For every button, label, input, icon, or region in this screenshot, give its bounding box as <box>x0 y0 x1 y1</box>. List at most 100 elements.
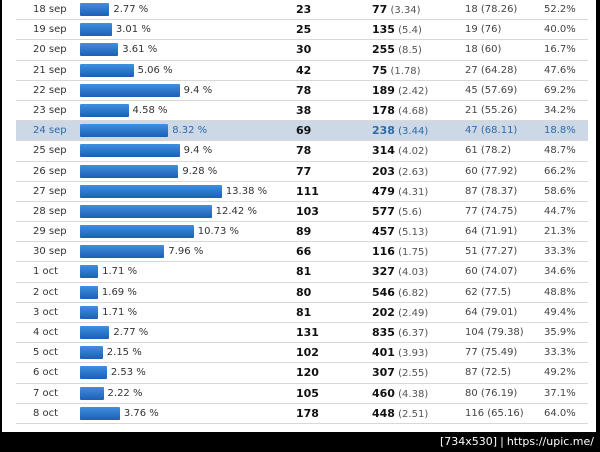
percent-bar <box>80 63 134 77</box>
percent-label: 2.53 % <box>110 367 146 379</box>
count-cell: 105 <box>296 386 319 400</box>
count-cell: 78 <box>296 144 312 158</box>
table-row[interactable]: 18 sep 2.77 % 23 77 (3.34) 18 (78.26) 52.2% <box>16 0 588 21</box>
total-ratio: (4.68) <box>398 105 429 117</box>
rate-cell: 35.9% <box>544 327 576 338</box>
table-row[interactable]: 3 oct 1.71 % 81 202 (2.49) 64 (79.01) 49.4% <box>16 302 588 323</box>
total-cell: 189 (2.42) <box>372 81 428 101</box>
table-row[interactable]: 19 sep 3.01 % 25 135 (5.4) 19 (76) 40.0% <box>16 20 588 41</box>
count-cell: 23 <box>296 3 312 16</box>
total-ratio: (4.02) <box>398 146 429 158</box>
rate-cell: 48.8% <box>544 286 576 298</box>
total-value: 255 <box>372 43 395 57</box>
row-date: 26 sep <box>33 165 67 177</box>
unique-cell: 87 (78.37) <box>465 185 518 197</box>
table-row[interactable]: 28 sep 12.42 % 103 577 (5.6) 77 (74.75) 44.7% <box>16 201 588 223</box>
total-cell: 307 (2.55) <box>372 363 428 383</box>
total-value: 77 <box>372 3 388 16</box>
row-date: 2 oct <box>33 286 59 298</box>
total-cell: 327 (4.03) <box>372 262 428 282</box>
total-cell: 460 (4.38) <box>372 384 428 404</box>
rate-cell: 48.7% <box>544 145 576 157</box>
table-row[interactable]: 8 oct 3.76 % 178 448 (2.51) 116 (65.16) 64.0% <box>16 403 588 424</box>
table-row[interactable]: 6 oct 2.53 % 120 307 (2.55) 87 (72.5) 49.2% <box>16 363 588 384</box>
percent-bar <box>80 366 107 380</box>
rate-cell: 33.3% <box>544 246 576 258</box>
table-row[interactable]: 26 sep 9.28 % 77 203 (2.63) 60 (77.92) 66.2% <box>16 161 588 182</box>
count-cell: 81 <box>296 305 312 319</box>
total-ratio: (2.63) <box>398 166 429 178</box>
table-row[interactable]: 20 sep 3.61 % 30 255 (8.5) 18 (60) 16.7% <box>16 40 588 61</box>
unique-cell: 60 (77.92) <box>465 165 518 177</box>
table-row[interactable]: 4 oct 2.77 % 131 835 (6.37) 104 (79.38) 35.9% <box>16 323 588 344</box>
rate-cell: 37.1% <box>544 387 576 399</box>
table-row[interactable]: 21 sep 5.06 % 42 75 (1.78) 27 (64.28) 47.6% <box>16 60 588 81</box>
total-ratio: (3.44) <box>398 126 429 138</box>
rate-cell: 49.4% <box>544 306 576 318</box>
total-value: 577 <box>372 204 395 218</box>
percent-label: 2.22 % <box>107 387 143 399</box>
count-cell: 131 <box>296 326 319 339</box>
percent-bar <box>80 184 222 198</box>
percent-bar <box>80 346 103 360</box>
percent-label: 4.58 % <box>132 104 168 116</box>
table-row[interactable]: 24 sep 8.32 % 69 238 (3.44) 47 (68.11) 18.8% <box>16 121 588 142</box>
total-value: 448 <box>372 406 395 420</box>
table-row[interactable]: 5 oct 2.15 % 102 401 (3.93) 77 (75.49) 33.3% <box>16 343 588 364</box>
unique-cell: 80 (76.19) <box>465 387 518 399</box>
table-row[interactable]: 27 sep 13.38 % 111 479 (4.31) 87 (78.37) 58.6… <box>16 181 588 202</box>
table-row[interactable]: 30 sep 7.96 % 66 116 (1.75) 51 (77.27) 33.3% <box>16 242 588 263</box>
percent-label: 13.38 % <box>225 185 268 197</box>
unique-cell: 116 (65.16) <box>465 407 524 419</box>
total-cell: 479 (4.31) <box>372 182 428 202</box>
watermark-separator: | <box>500 435 504 448</box>
unique-cell: 77 (74.75) <box>465 205 518 217</box>
total-ratio: (6.37) <box>398 328 429 339</box>
table-row[interactable]: 2 oct 1.69 % 80 546 (6.82) 62 (77.5) 48.8% <box>16 282 588 303</box>
total-cell: 255 (8.5) <box>372 40 422 60</box>
count-cell: 80 <box>296 285 312 299</box>
total-value: 835 <box>372 326 395 339</box>
total-cell: 835 (6.37) <box>372 323 428 343</box>
total-cell: 202 (2.49) <box>372 303 428 323</box>
total-value: 189 <box>372 83 395 97</box>
row-date: 6 oct <box>33 367 59 379</box>
total-value: 116 <box>372 245 395 259</box>
row-date: 5 oct <box>33 347 59 359</box>
percent-label: 5.06 % <box>137 64 173 76</box>
total-ratio: (3.34) <box>390 5 421 16</box>
percent-bar <box>80 144 180 158</box>
row-date: 27 sep <box>33 185 67 197</box>
count-cell: 178 <box>296 406 319 420</box>
rate-cell: 47.6% <box>544 64 576 76</box>
percent-label: 2.77 % <box>113 4 149 15</box>
total-ratio: (5.6) <box>398 206 422 218</box>
percent-label: 1.69 % <box>101 286 137 298</box>
image-watermark: [734x530] | https://upic.me/ <box>440 434 594 450</box>
table-row[interactable]: 1 oct 1.71 % 81 327 (4.03) 60 (74.07) 34.6% <box>16 262 588 283</box>
table-row[interactable]: 7 oct 2.22 % 105 460 (4.38) 80 (76.19) 37.1% <box>16 383 588 404</box>
percent-bar <box>80 124 169 138</box>
table-row[interactable]: 25 sep 9.4 % 78 314 (4.02) 61 (78.2) 48.7% <box>16 141 588 162</box>
unique-cell: 104 (79.38) <box>465 327 524 338</box>
count-cell: 111 <box>296 184 319 198</box>
percent-label: 9.28 % <box>182 165 218 177</box>
row-date: 18 sep <box>33 4 67 15</box>
count-cell: 89 <box>296 225 312 239</box>
table-row[interactable]: 29 sep 10.73 % 89 457 (5.13) 64 (71.91) 21.3% <box>16 222 588 243</box>
count-cell: 81 <box>296 265 312 279</box>
unique-cell: 60 (74.07) <box>465 266 518 278</box>
total-value: 238 <box>372 124 395 138</box>
table-row[interactable]: 22 sep 9.4 % 78 189 (2.42) 45 (57.69) 69.2% <box>16 80 588 101</box>
unique-cell: 77 (75.49) <box>465 347 518 359</box>
count-cell: 77 <box>296 164 312 178</box>
unique-cell: 45 (57.69) <box>465 84 518 96</box>
total-cell: 546 (6.82) <box>372 283 428 303</box>
percent-label: 2.77 % <box>113 327 149 338</box>
count-cell: 120 <box>296 366 319 380</box>
total-cell: 116 (1.75) <box>372 242 428 262</box>
total-cell: 178 (4.68) <box>372 101 428 121</box>
rate-cell: 44.7% <box>544 205 576 217</box>
table-row[interactable]: 23 sep 4.58 % 38 178 (4.68) 21 (55.26) 34.2% <box>16 100 588 122</box>
watermark-size: [734x530] <box>440 435 498 448</box>
